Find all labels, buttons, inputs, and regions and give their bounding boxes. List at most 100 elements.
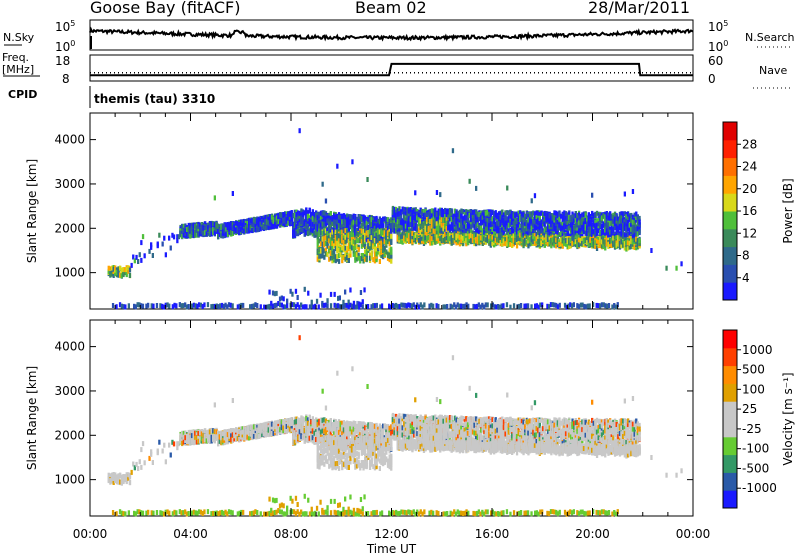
data-cell: [277, 212, 280, 218]
data-cell: [290, 214, 293, 219]
data-cell: [187, 225, 190, 231]
data-cell: [156, 243, 159, 249]
data-cell: [287, 211, 290, 217]
data-cell: [310, 219, 313, 225]
data-cell: [213, 230, 216, 236]
data-cell: [141, 234, 145, 240]
data-cell: [254, 218, 257, 224]
data-cell: [318, 238, 321, 244]
data-cell: [223, 223, 226, 229]
data-cell: [208, 222, 212, 228]
data-cell: [202, 225, 205, 231]
data-cell: [275, 223, 279, 229]
data-cell: [210, 231, 213, 237]
data-cell: [310, 227, 313, 233]
data-cell: [315, 221, 318, 227]
data-cell: [290, 210, 293, 215]
data-cell: [257, 216, 261, 222]
data-cell: [301, 227, 305, 233]
data-cell: [184, 228, 187, 234]
data-cell: [266, 214, 269, 220]
data-cell: [269, 219, 272, 225]
data-cell: [316, 226, 319, 232]
data-cell: [230, 230, 233, 235]
data-cell: [217, 232, 220, 238]
data-cell: [120, 267, 123, 273]
data-cell: [257, 226, 261, 232]
data-cell: [179, 230, 182, 236]
data-cell: [313, 215, 316, 221]
data-cell: [236, 221, 239, 227]
data-cell: [298, 228, 301, 234]
data-cell: [226, 228, 230, 234]
data-cell: [274, 219, 277, 225]
data-cell: [468, 178, 471, 184]
data-cell: [288, 213, 292, 218]
data-cell: [208, 231, 212, 237]
data-cell: [311, 228, 314, 234]
data-cell: [244, 225, 248, 231]
data-cell: [259, 225, 262, 231]
data-cell: [117, 266, 120, 272]
data-cell: [282, 218, 285, 224]
data-cell: [315, 217, 318, 223]
power-panel-frame: [89, 112, 694, 310]
data-cell: [199, 222, 202, 228]
data-cell: [246, 218, 249, 224]
data-cell: [238, 230, 241, 235]
data-cell: [308, 221, 311, 227]
data-cell: [202, 231, 205, 237]
data-cell: [316, 215, 319, 221]
data-cell: [475, 185, 478, 191]
data-cell: [308, 215, 311, 221]
data-cell: [337, 258, 341, 264]
data-cell: [292, 233, 295, 239]
data-cell: [195, 228, 199, 233]
data-cell: [293, 227, 297, 233]
data-cell: [212, 226, 215, 232]
data-cell: [148, 248, 151, 254]
data-cell: [297, 220, 300, 226]
data-cell: [233, 229, 236, 235]
data-cell: [318, 211, 321, 217]
data-cell: [266, 224, 269, 230]
data-cell: [308, 228, 311, 234]
data-cell: [313, 223, 316, 229]
data-cell: [212, 230, 215, 236]
nsearch-tick-label: 100: [708, 39, 728, 54]
data-cell: [143, 253, 146, 259]
data-cell: [249, 218, 252, 224]
data-cell: [208, 225, 212, 231]
data-cell: [300, 219, 303, 225]
data-cell: [190, 230, 194, 236]
data-cell: [259, 221, 262, 227]
data-cell: [120, 273, 123, 279]
data-cell: [261, 219, 264, 225]
data-cell: [236, 229, 239, 235]
data-cell: [506, 185, 509, 191]
data-cell: [306, 210, 310, 216]
data-cell: [220, 227, 223, 233]
data-cell: [306, 225, 310, 231]
data-cell: [288, 216, 292, 222]
data-cell: [256, 220, 259, 226]
data-cell: [184, 231, 187, 236]
data-cell: [313, 218, 316, 224]
data-cell: [110, 265, 114, 271]
data-cell: [293, 209, 297, 215]
data-cell: [284, 214, 287, 220]
data-cell: [319, 241, 323, 247]
data-cell: [450, 208, 453, 214]
data-cell: [168, 235, 171, 241]
data-cell: [319, 253, 323, 259]
data-cell: [308, 218, 311, 224]
data-cell: [306, 231, 310, 237]
data-cell: [284, 218, 287, 224]
data-cell: [256, 217, 259, 223]
data-cell: [292, 224, 295, 230]
data-cell: [119, 272, 122, 278]
data-cell: [293, 216, 297, 221]
data-cell: [311, 231, 314, 237]
data-cell: [254, 223, 257, 229]
